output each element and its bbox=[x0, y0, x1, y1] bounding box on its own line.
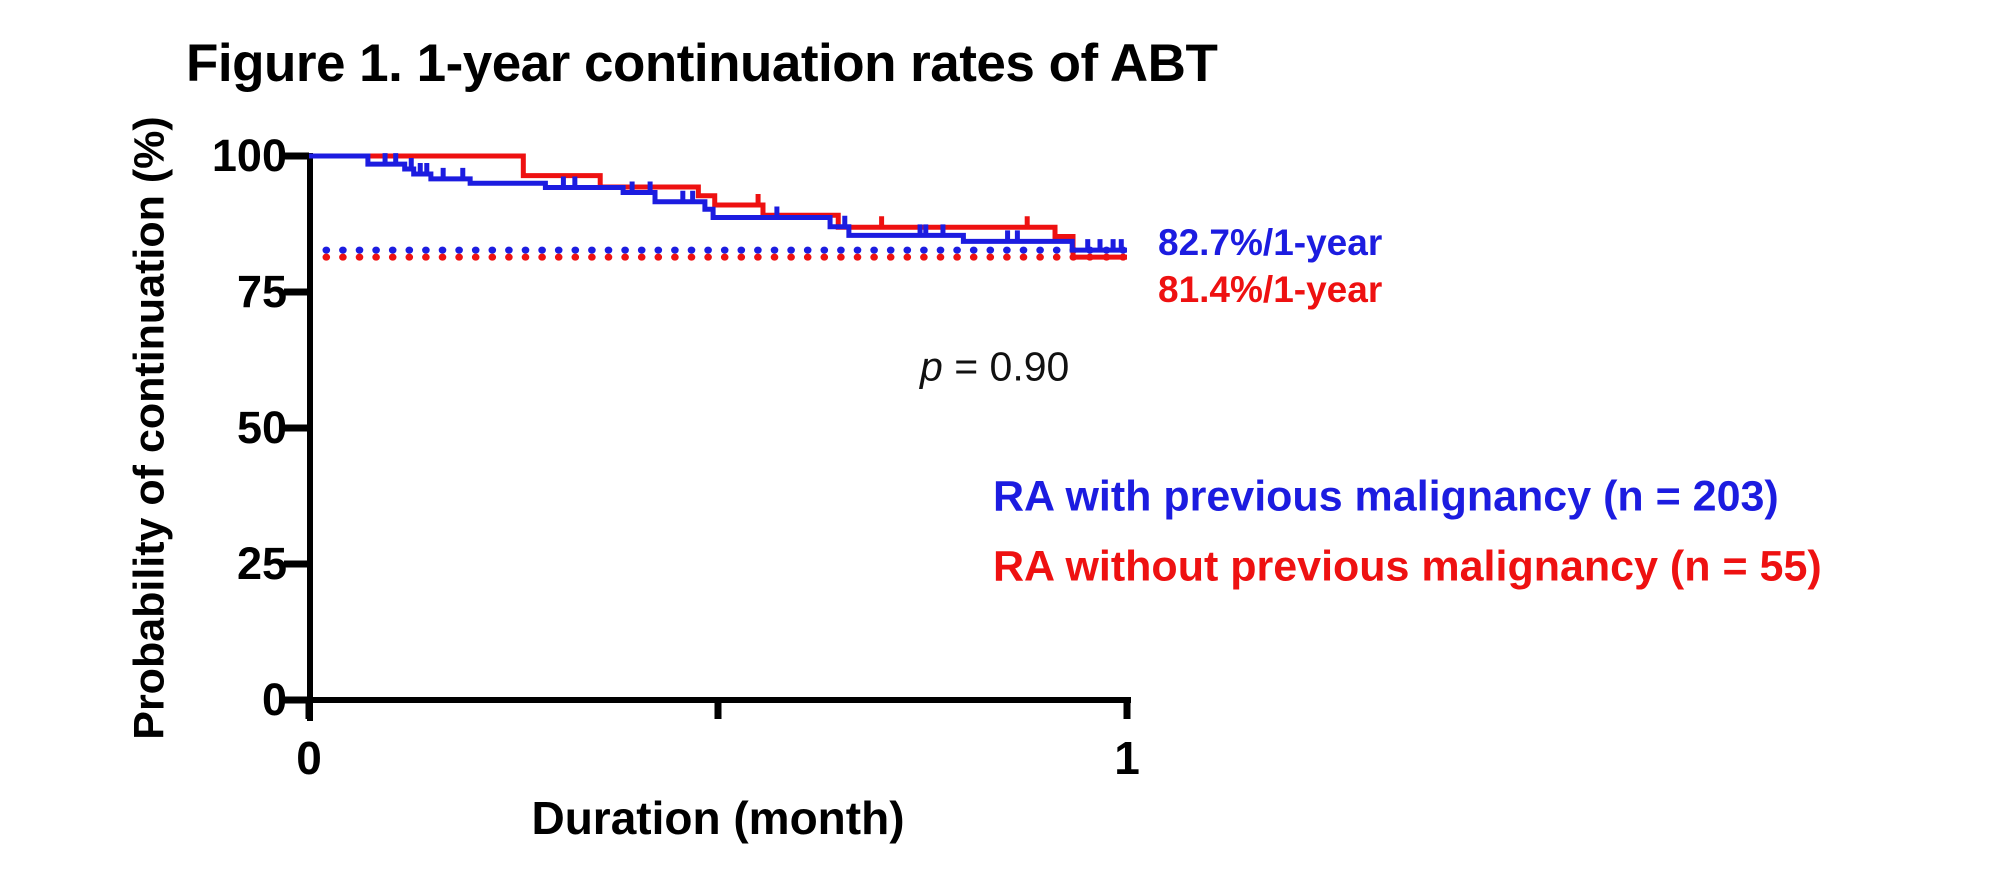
axis-tick-marks bbox=[284, 152, 1131, 719]
legend-entry-red: RA without previous malignancy (n = 55) bbox=[993, 542, 1822, 591]
y-tick-label-50: 50 bbox=[236, 402, 287, 453]
x-axis-label: Duration (month) bbox=[531, 792, 905, 844]
y-tick-label-100: 100 bbox=[211, 130, 287, 181]
rate-annotation-red: 81.4%/1-year bbox=[1158, 269, 1383, 310]
p-value-symbol: p bbox=[920, 343, 943, 390]
km-curve-1 bbox=[309, 153, 1127, 260]
rate-annotation-blue: 82.7%/1-year bbox=[1158, 222, 1383, 263]
legend-entry-blue: RA with previous malignancy (n = 203) bbox=[993, 472, 1779, 521]
y-tick-label-75: 75 bbox=[236, 266, 287, 317]
figure-title: Figure 1. 1-year continuation rates of A… bbox=[186, 34, 1218, 93]
y-tick-label-0: 0 bbox=[261, 674, 287, 725]
p-value-annotation: p = 0.90 bbox=[920, 344, 1069, 391]
y-axis-label: Probability of continuation (%) bbox=[125, 116, 174, 740]
x-tick-label-0: 0 bbox=[296, 732, 322, 784]
x-tick-label-1: 1 bbox=[1114, 732, 1140, 784]
p-value-text: = 0.90 bbox=[942, 343, 1070, 390]
censor-ticks-1 bbox=[755, 193, 1030, 229]
y-tick-label-25: 25 bbox=[236, 538, 287, 589]
censor-ticks-0 bbox=[382, 153, 1124, 252]
